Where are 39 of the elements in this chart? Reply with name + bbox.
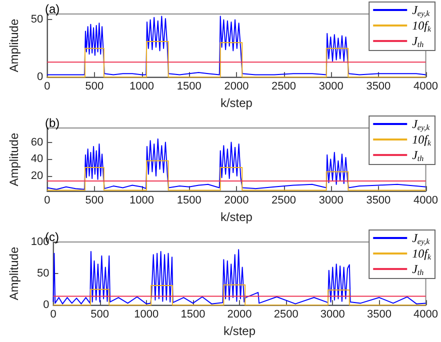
x-tick-label: 2000 [224, 194, 249, 207]
x-tick-label: 2500 [272, 80, 296, 93]
x-tick-label: 1500 [176, 194, 202, 207]
y-tick-label: 0 [37, 71, 44, 84]
x-tick-label: 2500 [272, 194, 296, 207]
x-tick-label: 4000 [414, 194, 438, 207]
y-tick-label: 50 [37, 268, 50, 280]
y-tick-label: 40 [30, 153, 44, 166]
y-tick-label: 0 [43, 299, 50, 312]
chart-title: (b) [45, 116, 60, 130]
x-tick-label: 4000 [414, 308, 438, 321]
x-axis-title: k/step [220, 210, 253, 224]
y-tick-label: 20 [30, 170, 44, 182]
x-tick-label: 500 [85, 80, 104, 93]
x-tick-label: 4000 [414, 80, 438, 93]
y-axis-title: Amplitude [7, 246, 21, 300]
x-tick-label: 2000 [227, 308, 252, 321]
x-tick-label: 500 [85, 194, 104, 207]
x-tick-label: 3500 [366, 194, 391, 207]
x-tick-label: 3000 [318, 80, 344, 93]
y-tick-label: 50 [30, 14, 44, 26]
x-tick-label: 1500 [176, 80, 202, 93]
y-axis-title: Amplitude [7, 132, 21, 186]
x-axis-title: k/step [220, 96, 253, 110]
y-axis-title: Amplitude [7, 18, 21, 72]
x-tick-label: 3500 [366, 308, 392, 321]
x-tick-label: 1000 [130, 80, 154, 93]
x-tick-label: 2500 [274, 308, 298, 321]
x-tick-label: 3500 [366, 80, 391, 93]
x-tick-label: 1000 [134, 308, 159, 321]
y-tick-label: 60 [30, 136, 44, 148]
x-tick-label: 2000 [224, 80, 249, 93]
x-tick-label: 1500 [180, 308, 206, 321]
x-tick-label: 500 [90, 308, 109, 321]
x-tick-label: 1000 [130, 194, 154, 207]
chart-title: (a) [45, 2, 60, 16]
x-tick-label: 3000 [318, 194, 344, 207]
x-tick-label: 3000 [320, 308, 345, 321]
x-axis-title: k/step [224, 324, 256, 338]
